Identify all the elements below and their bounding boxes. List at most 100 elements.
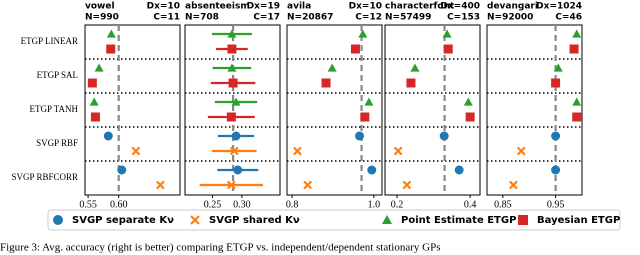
legend-label: Bayesian ETGP (537, 215, 620, 226)
panel-frame (84, 24, 181, 196)
x-tick-label: 0.4 (464, 199, 477, 210)
marker-square (106, 44, 116, 54)
marker-square (227, 44, 237, 54)
marker-cross (156, 180, 165, 190)
panel-frame (384, 24, 481, 196)
panel-c: C=46 (555, 13, 582, 23)
marker-cross (303, 180, 313, 190)
x-tick-label: 0.2 (391, 199, 404, 210)
marker-square (569, 44, 579, 54)
panel-title: devangari (487, 2, 538, 12)
marker-cross (393, 146, 403, 156)
marker-circle (551, 165, 561, 175)
x-tick-label: 0.60 (110, 199, 128, 210)
marker-circle (355, 131, 365, 141)
row-label: SVGP RBFCORR (12, 172, 78, 182)
marker-circle (117, 165, 127, 175)
marker-triangle (227, 63, 237, 72)
panel-title: vowel (85, 2, 115, 12)
marker-cross (226, 180, 236, 190)
row-label: SVGP RBF (36, 138, 78, 148)
marker-circle (439, 131, 449, 141)
panel-c: C=153 (447, 13, 480, 23)
panel-n: N=990 (85, 13, 119, 23)
marker-circle (103, 131, 113, 141)
marker-triangle (358, 29, 368, 38)
marker-triangle (463, 97, 473, 106)
marker-triangle (410, 63, 420, 72)
panel-title: absenteeism (185, 2, 250, 12)
legend-frame (47, 209, 621, 231)
marker-square (465, 112, 475, 122)
marker-circle (231, 131, 241, 141)
marker-circle (454, 165, 464, 175)
panel-dx: Dx=19 (247, 2, 280, 12)
marker-square (321, 78, 331, 88)
marker-square (551, 78, 561, 88)
marker-square (90, 112, 100, 122)
panel-n: N=708 (185, 13, 219, 23)
marker-triangle (227, 29, 237, 38)
marker-triangle (382, 215, 392, 224)
panel-n: N=57499 (385, 13, 431, 23)
panel-c: C=17 (253, 13, 280, 23)
marker-square (226, 112, 236, 122)
panel-c: C=11 (153, 13, 180, 23)
panel-dx: Dx=400 (440, 2, 480, 12)
marker-circle (233, 165, 243, 175)
panel-dx: Dx=10 (147, 2, 180, 12)
x-tick-label: 0.8 (286, 199, 299, 210)
marker-circle (53, 215, 63, 225)
panel-frame (486, 24, 583, 196)
marker-triangle (553, 63, 563, 72)
marker-triangle (106, 29, 116, 38)
marker-cross (509, 180, 518, 190)
marker-triangle (327, 63, 337, 72)
x-tick-label: 1.0 (368, 199, 381, 210)
x-tick-label: 0.25 (204, 199, 222, 210)
marker-triangle (94, 63, 104, 72)
row-label: ETGP TANH (29, 104, 78, 114)
row-label: ETGP LINEAR (21, 36, 78, 46)
row-label: ETGP SAL (37, 70, 78, 80)
x-tick-label: 0.55 (79, 199, 97, 210)
legend-label: SVGP separate Kν (72, 215, 174, 226)
marker-square (87, 78, 97, 88)
marker-cross (190, 215, 200, 225)
marker-circle (367, 165, 377, 175)
caption: Figure 3: Avg. accuracy (right is better… (0, 242, 441, 254)
marker-square (350, 44, 360, 54)
panel-dx: Dx=1024 (536, 2, 582, 12)
panel-n: N=20867 (287, 13, 333, 23)
legend-label: SVGP shared Kν (209, 215, 300, 226)
marker-triangle (572, 97, 582, 106)
panel-frame (286, 24, 383, 196)
marker-cross (229, 146, 239, 156)
x-tick-label: 0.30 (233, 199, 251, 210)
marker-circle (551, 131, 561, 141)
marker-triangle (89, 97, 99, 106)
marker-square (518, 215, 528, 225)
marker-cross (293, 146, 302, 156)
marker-triangle (231, 97, 241, 106)
marker-square (443, 44, 453, 54)
marker-square (228, 78, 238, 88)
marker-triangle (442, 29, 452, 38)
legend-label: Point Estimate ETGP (401, 215, 516, 226)
panel-n: N=92000 (487, 13, 533, 23)
marker-triangle (364, 97, 374, 106)
marker-triangle (572, 29, 582, 38)
marker-cross (402, 180, 412, 190)
marker-square (360, 112, 370, 122)
panel-title: avila (287, 2, 311, 12)
marker-square (406, 78, 416, 88)
marker-cross (131, 146, 141, 156)
x-tick-label: 0.95 (547, 199, 565, 210)
marker-cross (516, 146, 526, 156)
panel-c: C=12 (355, 13, 382, 23)
panel-dx: Dx=10 (349, 2, 382, 12)
x-tick-label: 0.85 (494, 199, 512, 210)
marker-square (572, 112, 582, 122)
panel-title: characterfont (385, 2, 455, 12)
